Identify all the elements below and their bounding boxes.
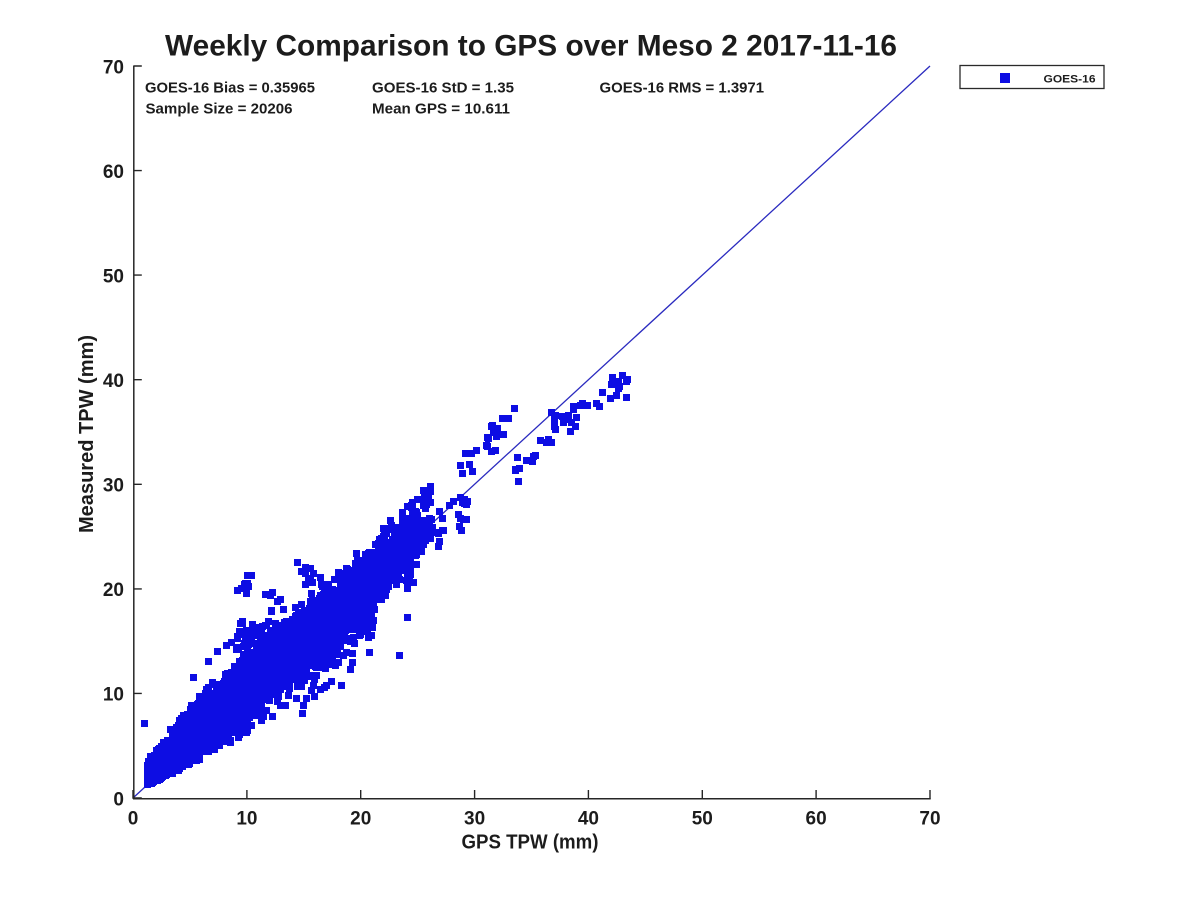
svg-text:30: 30 xyxy=(464,809,485,830)
svg-text:40: 40 xyxy=(578,809,599,830)
svg-text:Mean GPS = 10.611: Mean GPS = 10.611 xyxy=(372,100,510,117)
svg-text:0: 0 xyxy=(128,809,139,830)
svg-text:GPS TPW (mm): GPS TPW (mm) xyxy=(462,831,599,853)
svg-text:GOES-16: GOES-16 xyxy=(1044,74,1096,86)
svg-text:Measured TPW (mm): Measured TPW (mm) xyxy=(76,335,98,533)
svg-text:50: 50 xyxy=(692,809,713,830)
svg-text:GOES-16 Bias = 0.35965: GOES-16 Bias = 0.35965 xyxy=(145,80,315,97)
svg-text:GOES-16 StD = 1.35: GOES-16 StD = 1.35 xyxy=(372,80,514,97)
svg-text:70: 70 xyxy=(103,57,124,78)
svg-text:20: 20 xyxy=(350,809,371,830)
svg-text:60: 60 xyxy=(103,162,124,183)
svg-text:30: 30 xyxy=(103,476,124,497)
svg-text:0: 0 xyxy=(113,789,124,810)
svg-text:60: 60 xyxy=(806,809,827,830)
svg-text:10: 10 xyxy=(236,809,257,830)
svg-text:70: 70 xyxy=(919,809,940,830)
svg-text:40: 40 xyxy=(103,371,124,392)
svg-text:50: 50 xyxy=(103,266,124,287)
svg-text:GOES-16 RMS = 1.3971: GOES-16 RMS = 1.3971 xyxy=(600,80,765,97)
svg-text:Weekly Comparison to GPS over: Weekly Comparison to GPS over Meso 2 201… xyxy=(165,30,897,63)
svg-text:10: 10 xyxy=(103,685,124,706)
svg-text:20: 20 xyxy=(103,580,124,601)
svg-text:Sample Size = 20206: Sample Size = 20206 xyxy=(146,100,293,117)
